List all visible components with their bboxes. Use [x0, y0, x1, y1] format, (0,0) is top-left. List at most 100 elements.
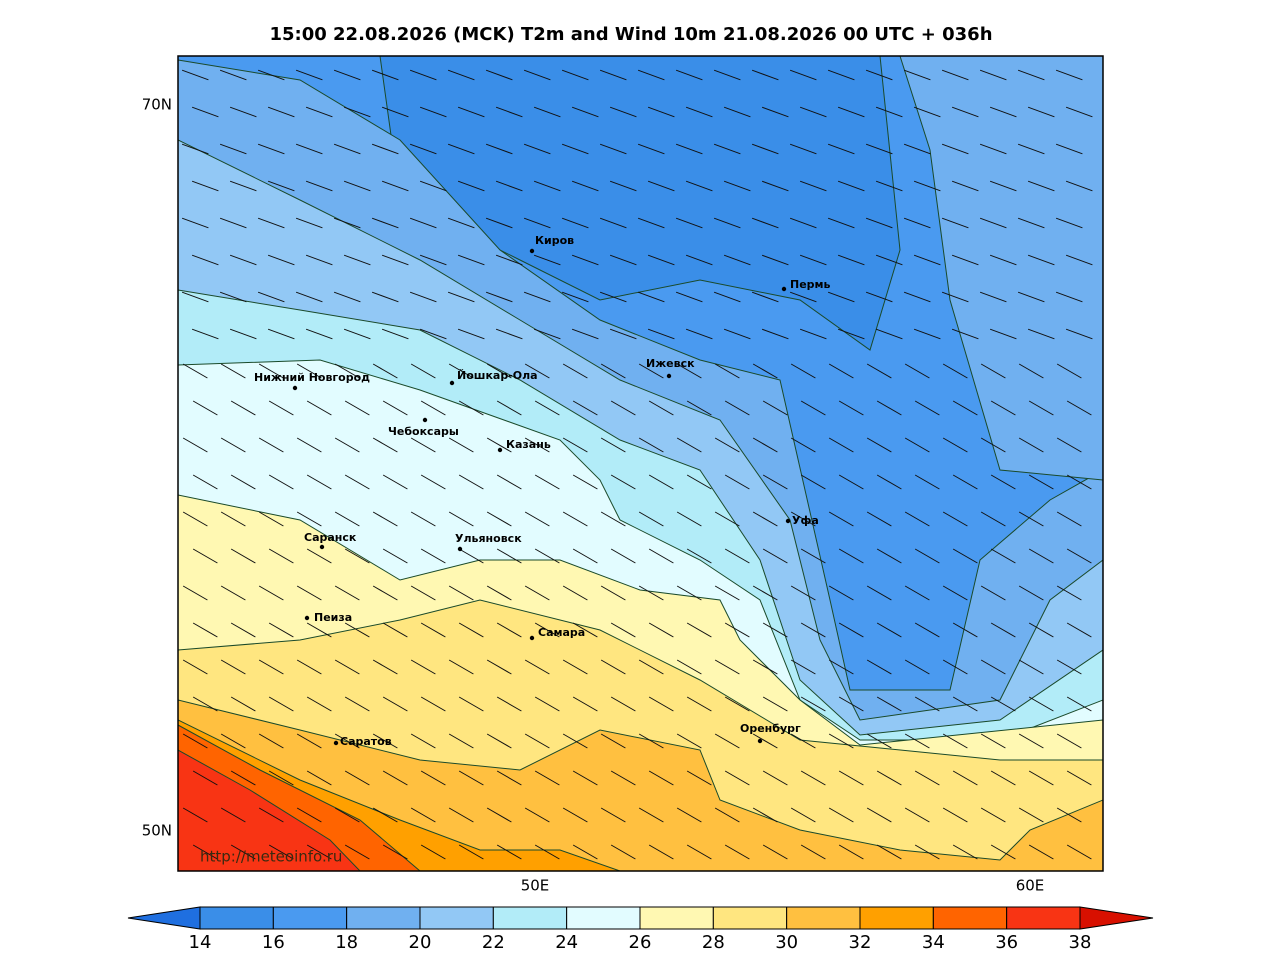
- wind-barb: [951, 328, 979, 340]
- wind-barb: [952, 696, 978, 712]
- wind-barb: [751, 217, 779, 229]
- wind-barb: [800, 400, 826, 416]
- wind-barb: [344, 548, 370, 564]
- wind-barb: [572, 844, 598, 860]
- colorbar-segment: [786, 906, 861, 930]
- wind-barb: [296, 585, 322, 601]
- wind-barb: [382, 400, 408, 416]
- wind-barb: [192, 770, 218, 786]
- lon-label: 50E: [521, 877, 550, 895]
- wind-barb: [1027, 106, 1055, 118]
- wind-barb: [600, 807, 626, 823]
- wind-barb: [229, 254, 257, 266]
- wind-barb: [637, 217, 665, 229]
- wind-barb: [410, 511, 436, 527]
- wind-barb: [828, 659, 854, 675]
- wind-barb: [609, 328, 637, 340]
- wind-barb: [866, 585, 892, 601]
- wind-barb: [1055, 217, 1083, 229]
- wind-barb: [382, 548, 408, 564]
- wind-barb: [952, 770, 978, 786]
- colorbar-segment: [859, 906, 934, 930]
- wind-barb: [752, 511, 778, 527]
- wind-barb: [638, 807, 664, 823]
- wind-barb: [458, 844, 484, 860]
- wind-barb: [903, 69, 931, 81]
- wind-barb: [762, 770, 788, 786]
- wind-barb: [875, 180, 903, 192]
- wind-barb: [876, 844, 902, 860]
- wind-barb: [941, 217, 969, 229]
- wind-barb: [647, 328, 675, 340]
- wind-barb: [979, 143, 1007, 155]
- wind-barb: [990, 844, 1016, 860]
- wind-barb: [571, 106, 599, 118]
- wind-barb: [562, 437, 588, 453]
- wind-barb: [571, 254, 599, 266]
- wind-barb: [562, 363, 588, 379]
- wind-barb: [723, 180, 751, 192]
- wind-barb: [295, 69, 323, 81]
- wind-barb: [610, 548, 636, 564]
- wind-barb: [1066, 400, 1092, 416]
- wind-barb: [686, 622, 712, 638]
- wind-barb: [875, 106, 903, 118]
- wind-barb: [485, 291, 513, 303]
- wind-barb: [306, 548, 332, 564]
- wind-barb: [333, 217, 361, 229]
- wind-barb: [458, 622, 484, 638]
- wind-barb: [371, 291, 399, 303]
- wind-barb: [562, 659, 588, 675]
- wind-barb: [181, 69, 209, 81]
- wind-barb: [685, 180, 713, 192]
- wind-barb: [647, 180, 675, 192]
- wind-barb: [495, 106, 523, 118]
- wind-barb: [410, 659, 436, 675]
- wind-barb: [762, 696, 788, 712]
- wind-barb: [533, 328, 561, 340]
- wind-barb: [714, 363, 740, 379]
- wind-barb: [1027, 254, 1055, 266]
- wind-barb: [267, 106, 295, 118]
- wind-barb: [191, 180, 219, 192]
- wind-barb: [876, 696, 902, 712]
- city-label: Ульяновск: [455, 532, 522, 545]
- wind-barb: [599, 217, 627, 229]
- wind-barb: [191, 328, 219, 340]
- wind-barb: [258, 659, 284, 675]
- wind-barb: [713, 143, 741, 155]
- wind-barb: [752, 437, 778, 453]
- wind-barb: [648, 548, 674, 564]
- wind-barb: [913, 254, 941, 266]
- city-dot: [292, 385, 298, 391]
- wind-barb: [420, 474, 446, 490]
- wind-barb: [942, 659, 968, 675]
- wind-barb: [904, 807, 930, 823]
- wind-barb: [686, 696, 712, 712]
- wind-barb: [458, 548, 484, 564]
- wind-barb: [1027, 180, 1055, 192]
- colorbar-segment: [932, 906, 1008, 930]
- city-dot: [497, 447, 503, 453]
- wind-barb: [752, 659, 778, 675]
- wind-barb: [381, 106, 409, 118]
- wind-barb: [1028, 622, 1054, 638]
- wind-barb: [866, 437, 892, 453]
- wind-barb: [381, 254, 409, 266]
- wind-barb: [448, 733, 474, 749]
- wind-barb: [837, 254, 865, 266]
- wind-barb: [913, 180, 941, 192]
- wind-barb: [723, 328, 751, 340]
- wind-barb: [371, 69, 399, 81]
- wind-barb: [182, 437, 208, 453]
- colorbar-tick-label: 36: [995, 932, 1018, 953]
- wind-barb: [448, 659, 474, 675]
- watermark: http://meteoinfo.ru: [200, 848, 342, 866]
- wind-barb: [334, 807, 360, 823]
- wind-barb: [181, 291, 209, 303]
- wind-barb: [220, 733, 246, 749]
- wind-barb: [751, 291, 779, 303]
- wind-barb: [1055, 291, 1083, 303]
- wind-barb: [382, 474, 408, 490]
- wind-barb: [876, 622, 902, 638]
